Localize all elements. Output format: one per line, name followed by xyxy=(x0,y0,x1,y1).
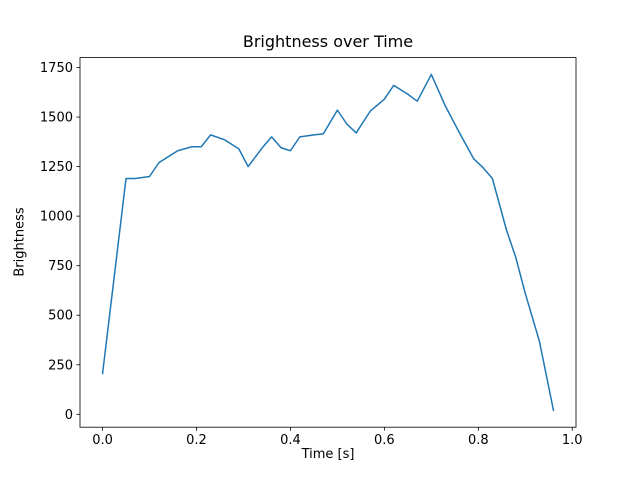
x-tick-label: 0.6 xyxy=(374,433,395,448)
x-tick-label: 0.2 xyxy=(186,433,207,448)
y-axis-label: Brightness xyxy=(12,207,28,277)
x-axis-label: Time [s] xyxy=(301,447,355,462)
y-tick-label: 1000 xyxy=(40,210,73,225)
y-tick-label: 1250 xyxy=(40,160,73,175)
y-tick-label: 500 xyxy=(48,309,73,324)
line-series-brightness xyxy=(101,73,555,412)
chart-title: Brightness over Time xyxy=(242,32,414,51)
y-tick-label: 250 xyxy=(48,358,73,373)
y-tick-label: 1500 xyxy=(40,111,73,126)
axes-spines xyxy=(79,57,577,428)
y-tick-label: 750 xyxy=(48,259,73,274)
x-tick-label: 0.0 xyxy=(92,433,113,448)
x-tick-label: 0.4 xyxy=(280,433,301,448)
y-tick-label: 1750 xyxy=(40,61,73,76)
y-tick-label: 0 xyxy=(65,408,73,423)
x-tick-label: 0.8 xyxy=(468,433,489,448)
x-tick-label: 1.0 xyxy=(562,433,583,448)
